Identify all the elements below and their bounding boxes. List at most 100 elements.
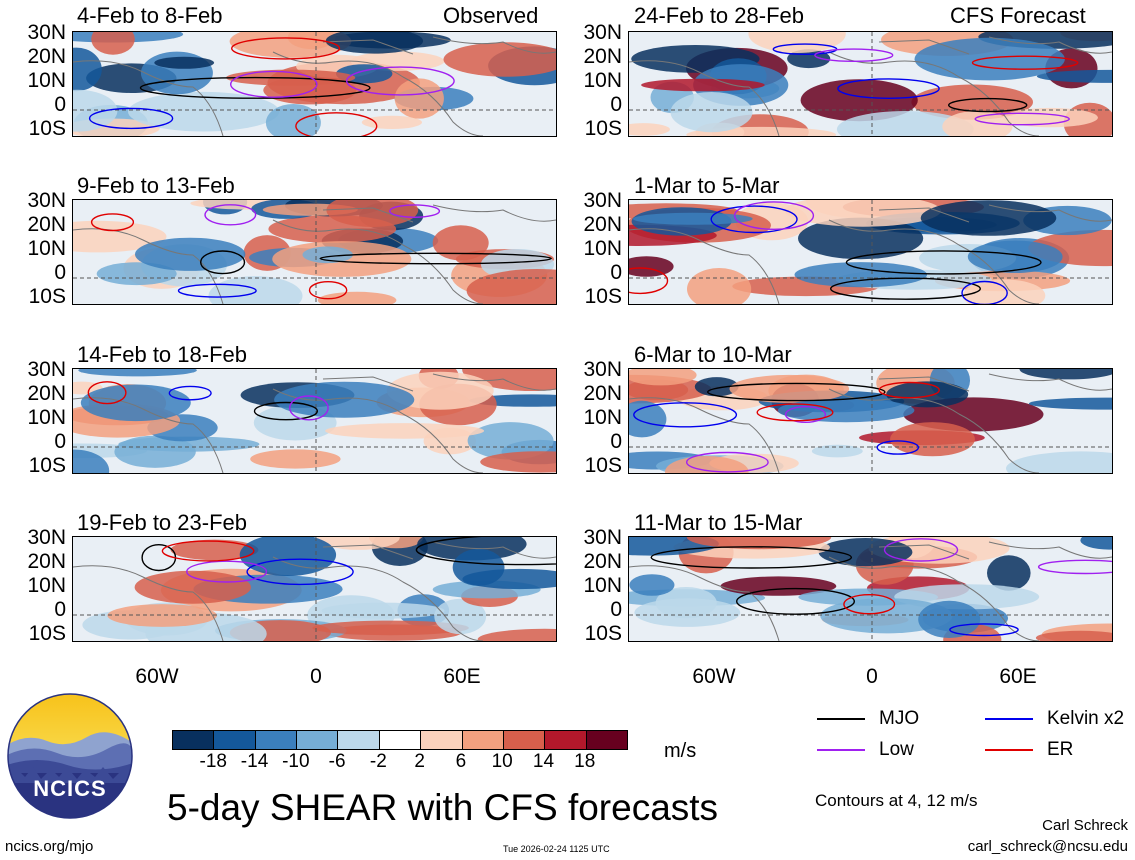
panel-title-right-3: 6-Mar to 10-Mar	[634, 342, 792, 367]
colorbar-swatch	[585, 731, 627, 749]
mjo-contour	[319, 252, 552, 265]
shear-shading-blob	[239, 537, 337, 576]
colorbar-tick-label: 2	[414, 751, 425, 772]
colorbar-tick-label: 10	[491, 751, 513, 772]
kelvin-contour	[88, 107, 174, 130]
colorbar-swatch	[378, 731, 421, 749]
colorbar	[172, 730, 628, 750]
shear-shading-blob	[886, 381, 969, 408]
legend-low-label: Low	[879, 739, 914, 760]
panel-title-right-4: 11-Mar to 15-Mar	[634, 510, 803, 535]
shear-shading-blob	[987, 555, 1031, 591]
shear-shading-blob	[118, 436, 260, 452]
lon-tick-60w-right: 60W	[692, 665, 736, 688]
footer-author: Carl Schreck	[1042, 817, 1128, 834]
colorbar-swatch	[420, 731, 462, 749]
lat-tick-10s: 10S	[584, 622, 622, 645]
shear-shading-blob	[432, 225, 489, 261]
legend-mjo-label: MJO	[879, 708, 920, 729]
low-contour	[784, 406, 827, 424]
shear-shading-blob	[729, 374, 850, 403]
lat-tick-10n: 10N	[583, 406, 622, 429]
shear-shading-blob	[962, 279, 1046, 304]
lon-tick-0-left: 0	[310, 665, 322, 688]
lat-tick-10n: 10N	[583, 574, 622, 597]
shear-shading-blob	[325, 423, 485, 439]
shear-shading-blob	[96, 262, 177, 286]
shear-shading-blob	[467, 422, 554, 460]
er-contour	[90, 213, 135, 232]
mjo-contour	[707, 382, 886, 402]
mjo-contour	[139, 76, 371, 99]
map-panel-right-3	[628, 368, 1113, 474]
lat-tick-0: 0	[54, 430, 66, 453]
shear-shading-blob	[302, 246, 353, 264]
legend-er-line	[985, 749, 1033, 751]
cfs-forecast-label: CFS Forecast	[950, 3, 1086, 28]
low-contour	[230, 70, 318, 98]
colorbar-tick-label: 14	[532, 751, 555, 772]
shear-shading-blob	[694, 377, 739, 397]
shear-map	[629, 200, 1112, 304]
lat-tick-0: 0	[54, 93, 66, 116]
mjo-contour	[415, 537, 556, 566]
lat-tick-20n: 20N	[27, 382, 66, 405]
lat-tick-0: 0	[610, 261, 622, 284]
footer-email[interactable]: carl_schreck@ncsu.edu	[967, 838, 1128, 855]
colorbar-swatch	[502, 731, 545, 749]
shear-shading-blob	[477, 628, 556, 641]
shear-shading-blob	[687, 268, 752, 304]
lat-tick-20n: 20N	[27, 45, 66, 68]
shear-map	[629, 32, 1112, 136]
lat-tick-20n: 20N	[27, 213, 66, 236]
lat-tick-20n: 20N	[583, 550, 622, 573]
shear-shading-blob	[918, 600, 981, 638]
mjo-contour	[845, 250, 1042, 275]
mjo-contour	[829, 277, 982, 300]
shear-shading-blob	[170, 539, 259, 561]
shear-shading-blob	[798, 217, 924, 260]
shear-shading-blob	[811, 444, 863, 458]
shear-map	[629, 369, 1112, 473]
shear-shading-blob	[967, 240, 1063, 273]
er-contour	[161, 540, 255, 562]
shear-shading-blob	[135, 237, 246, 271]
lat-tick-10s: 10S	[584, 117, 622, 140]
shear-shading-blob	[73, 449, 110, 473]
legend-er: ER	[985, 739, 1073, 761]
panel-title-right-1: 24-Feb to 28-Feb	[634, 3, 804, 28]
shear-shading-blob	[800, 79, 918, 122]
map-panel-left-4	[72, 536, 557, 642]
mjo-contour	[948, 97, 1028, 113]
shear-shading-blob	[629, 256, 674, 277]
shear-shading-blob	[1035, 630, 1112, 641]
lat-tick-20n: 20N	[583, 382, 622, 405]
lat-tick-10n: 10N	[27, 406, 66, 429]
lat-tick-30n: 30N	[583, 526, 622, 549]
legend-low: Low	[817, 739, 914, 761]
er-contour	[87, 381, 127, 405]
lat-tick-20n: 20N	[583, 45, 622, 68]
colorbar-swatch	[337, 731, 379, 749]
shear-shading-blob	[1080, 537, 1112, 550]
er-contour	[629, 267, 669, 295]
coastline	[629, 204, 1112, 304]
shear-shading-blob	[1006, 451, 1112, 473]
footer-url[interactable]: ncics.org/mjo	[5, 838, 94, 855]
er-contour	[971, 55, 1079, 70]
colorbar-swatch	[173, 731, 214, 749]
colorbar-tick-label: -18	[199, 751, 227, 772]
low-contour	[1037, 559, 1112, 575]
main-title: 5-day SHEAR with CFS forecasts	[167, 787, 719, 828]
shear-shading-blob	[942, 111, 1013, 136]
mjo-contour	[200, 250, 246, 275]
ncics-logo: NCICS	[7, 693, 133, 819]
er-contour	[843, 593, 896, 615]
shear-shading-blob	[73, 89, 118, 132]
map-panel-right-2	[628, 199, 1113, 305]
lat-tick-0: 0	[610, 598, 622, 621]
mjo-contour	[253, 401, 318, 421]
observed-label: Observed	[443, 3, 539, 28]
legend-kelvin-label: Kelvin x2	[1047, 708, 1125, 729]
shear-map	[629, 537, 1112, 641]
